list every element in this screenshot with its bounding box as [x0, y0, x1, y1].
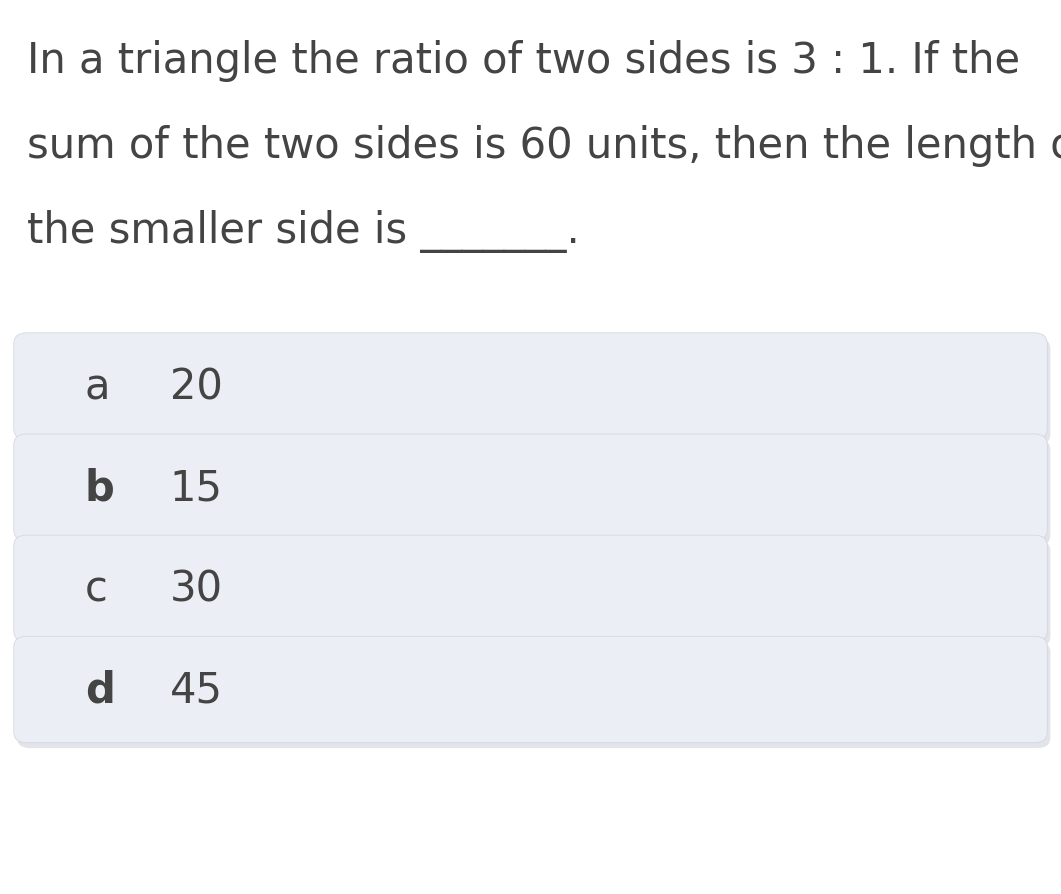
Text: the smaller side is _______.: the smaller side is _______. [27, 210, 579, 253]
Text: In a triangle the ratio of two sides is 3 : 1. If the: In a triangle the ratio of two sides is … [27, 40, 1020, 82]
Text: sum of the two sides is 60 units, then the length of: sum of the two sides is 60 units, then t… [27, 125, 1061, 167]
FancyBboxPatch shape [17, 339, 1050, 445]
Text: c: c [85, 568, 108, 610]
FancyBboxPatch shape [14, 434, 1047, 541]
FancyBboxPatch shape [14, 637, 1047, 743]
Text: d: d [85, 669, 115, 711]
Text: 45: 45 [170, 669, 223, 711]
Text: 30: 30 [170, 568, 223, 610]
Text: a: a [85, 366, 110, 408]
FancyBboxPatch shape [14, 333, 1047, 440]
FancyBboxPatch shape [17, 440, 1050, 546]
FancyBboxPatch shape [17, 642, 1050, 748]
Text: 20: 20 [170, 366, 223, 408]
Text: b: b [85, 467, 115, 509]
FancyBboxPatch shape [17, 541, 1050, 647]
Text: 15: 15 [170, 467, 223, 509]
FancyBboxPatch shape [14, 536, 1047, 642]
